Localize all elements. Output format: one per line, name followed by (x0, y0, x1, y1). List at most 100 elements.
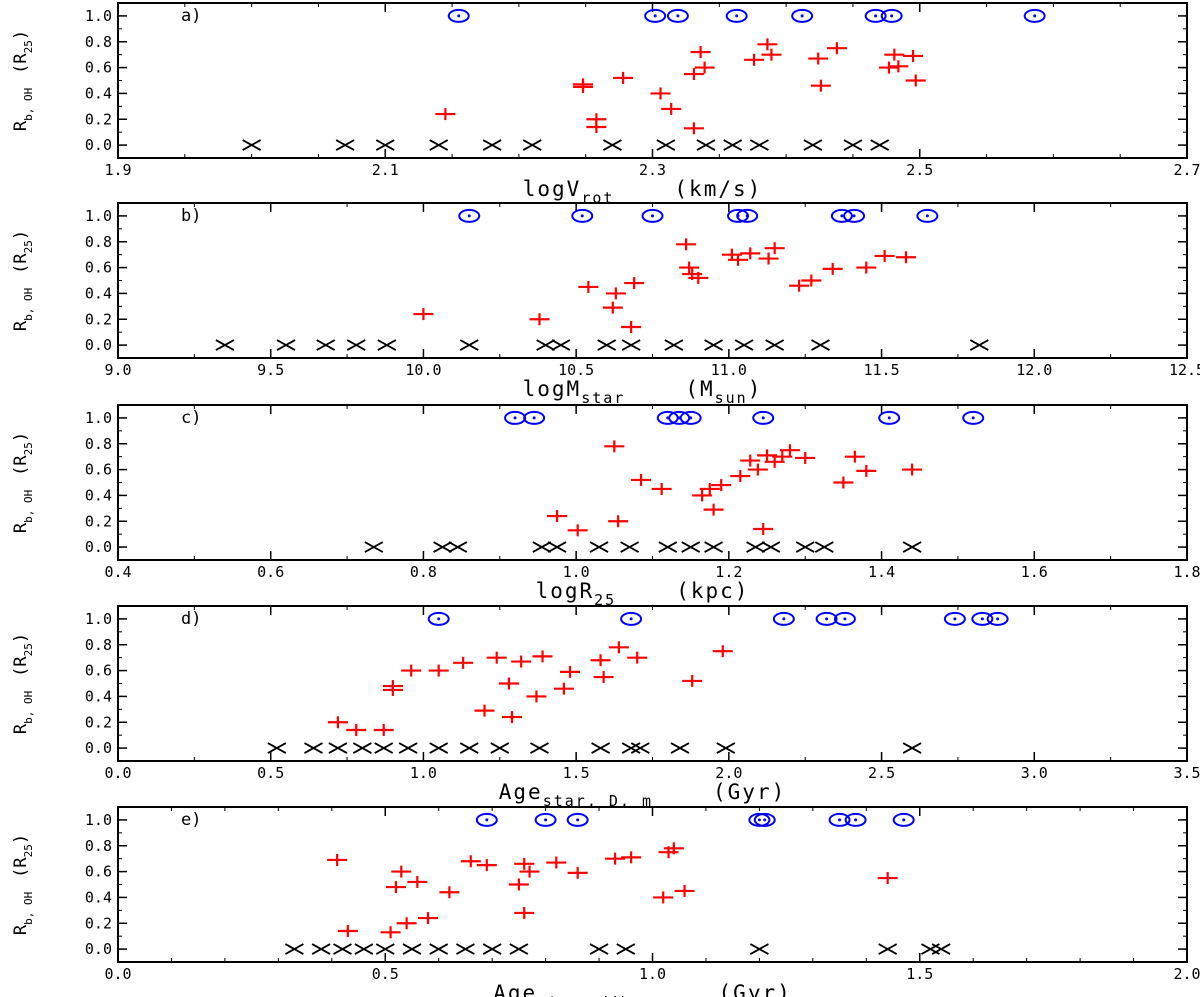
upper-limit-dot (825, 617, 829, 621)
y-tick-label: 0.4 (85, 284, 112, 302)
upper-limit-ring (844, 812, 867, 827)
measured-point (547, 510, 568, 523)
upper-limit-dot (532, 416, 536, 420)
panel-c: 0.4 0.6 0.8 1.0 1.2 1.4 1.6 1.8 0.0 0.2 0.4 0.6 0.8 1… (11, 404, 1200, 609)
y-tick-label: 0.2 (85, 110, 112, 128)
cross-stroke-b (328, 742, 348, 754)
upper-limit-dot (800, 14, 804, 18)
no-break-point (630, 742, 650, 754)
no-break-point (455, 943, 475, 955)
y-axis-title-sub: b, OH (22, 288, 35, 321)
measured-point (380, 926, 401, 939)
y-axis-title-unit-sub: 25 (22, 40, 35, 53)
upper-limit-dot (840, 214, 844, 218)
x-tick-label: 1.0 (410, 764, 437, 782)
x-axis-title-main: Age (493, 981, 537, 997)
measured-point (822, 262, 843, 275)
measured-point (514, 906, 535, 919)
upper-limit-ring (791, 8, 814, 23)
upper-limit-ring (880, 8, 903, 23)
measured-point (789, 279, 810, 292)
no-break-point (931, 943, 951, 955)
no-break-point (616, 943, 636, 955)
no-break-point (375, 943, 395, 955)
measured-point (740, 454, 761, 467)
upper-limit-point (844, 812, 867, 827)
measured-point (683, 122, 704, 135)
upper-limit-point (753, 812, 776, 827)
no-break-point (267, 742, 287, 754)
cross-stroke-b (402, 943, 422, 955)
cross-stroke-b (589, 541, 609, 553)
upper-limit-point (736, 208, 759, 223)
cross-stroke-b (902, 742, 922, 754)
y-tick-label: 0.4 (85, 84, 112, 102)
cross-stroke-b (704, 339, 724, 351)
upper-limit-point (864, 8, 887, 23)
x-axis-title-unit: (Gyr) (713, 780, 786, 804)
y-axis-title: Rb, OH (R25) (11, 834, 35, 935)
upper-limit-ring (772, 611, 795, 626)
measured-point (586, 121, 607, 133)
x-axis-title-main: logV (523, 177, 582, 201)
y-axis-title-main: R (11, 924, 31, 935)
y-axis-title-main: R (11, 522, 31, 533)
cross-stroke-b (316, 339, 336, 351)
upper-limit-dot (838, 818, 842, 822)
upper-limit-dot (1033, 14, 1037, 18)
upper-limit-dot (629, 617, 633, 621)
y-tick-label: 0.6 (85, 662, 112, 680)
upper-limit-ring (427, 611, 450, 626)
no-break-point (902, 541, 922, 553)
x-tick-label: 1.4 (868, 563, 895, 581)
y-tick-label: 0.0 (85, 739, 112, 757)
measured-point (391, 865, 412, 878)
measured-point (624, 277, 645, 290)
y-axis-title-sub: b, OH (22, 892, 35, 925)
cross-stroke-b (429, 139, 449, 151)
upper-limit-dot (653, 14, 657, 18)
measured-point (474, 704, 495, 717)
cross-stroke-b (591, 742, 611, 754)
measured-point (808, 52, 829, 65)
no-break-point (530, 742, 549, 754)
cross-stroke-b (803, 139, 823, 151)
cross-stroke-b (482, 139, 502, 151)
cross-stroke-b (878, 943, 898, 955)
x-tick-label: 2.1 (372, 161, 399, 179)
cross-stroke-b (530, 742, 549, 754)
measured-point (826, 42, 847, 55)
cross-stroke-b (931, 943, 951, 955)
upper-limit-dot (757, 818, 761, 822)
x-axis-title: Agestar, LW, m (Gyr) (493, 981, 792, 997)
panel-a: 1.9 2.1 2.3 2.5 2.7 0.0 0.2 0.4 0.6 0.8 1.0 a) logVr… (11, 2, 1200, 207)
no-break-point (870, 139, 890, 151)
cross-stroke-b (681, 541, 701, 553)
upper-limit-point (815, 611, 838, 626)
plot-frame (117, 202, 1188, 359)
no-break-point (658, 541, 678, 553)
no-break-point (522, 139, 542, 151)
upper-limit-point (916, 208, 939, 223)
measured-point (650, 87, 671, 100)
no-break-point (482, 139, 502, 151)
y-axis-title-unit-post: ) (11, 230, 31, 240)
measured-point (795, 451, 816, 464)
cross-stroke-b (536, 339, 556, 351)
x-tick-label: 2.5 (868, 764, 895, 782)
cross-stroke-b (352, 742, 372, 754)
measured-point (567, 524, 588, 537)
upper-limit-point (880, 8, 903, 23)
no-break-point (333, 943, 352, 955)
measured-point (498, 677, 519, 690)
y-tick-label: 0.8 (85, 435, 112, 453)
no-break-point (591, 742, 611, 754)
no-break-point (723, 139, 743, 151)
y-axis-title-main: R (11, 723, 31, 734)
upper-limit-point (943, 611, 966, 626)
cross-stroke-b (749, 139, 769, 151)
no-break-point (902, 742, 922, 754)
cross-stroke-b (242, 139, 262, 151)
upper-limit-ring (679, 410, 702, 425)
measured-point (703, 503, 724, 516)
